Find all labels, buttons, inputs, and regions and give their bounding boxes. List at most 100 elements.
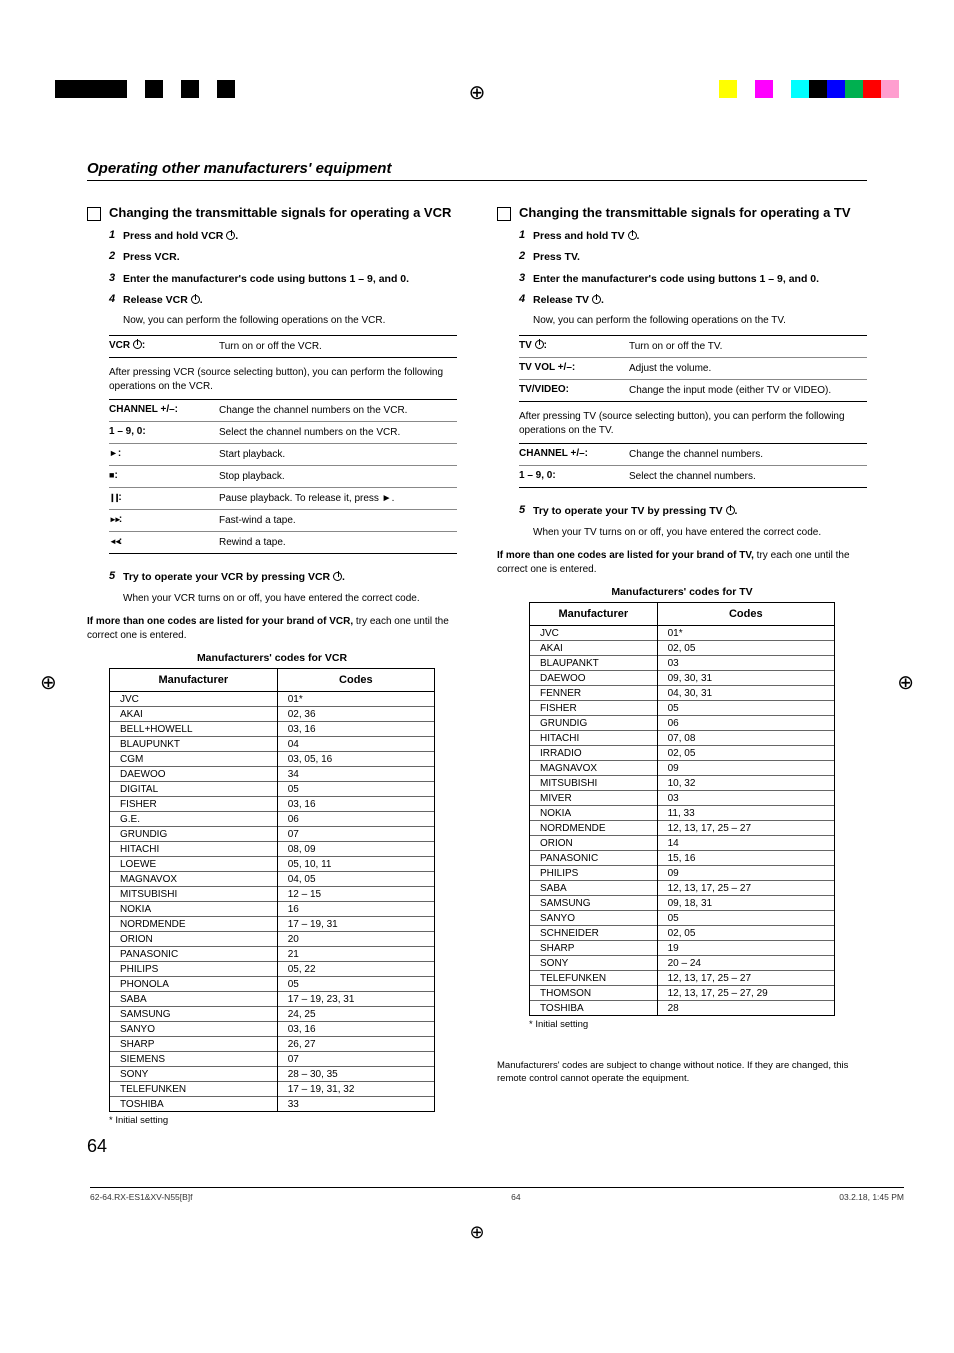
- table-row: SONY20 – 24: [530, 956, 835, 971]
- code-cell: 04: [277, 737, 434, 752]
- mfr-cell: G.E.: [110, 812, 278, 827]
- mfr-cell: PANASONIC: [110, 947, 278, 962]
- table-row: SIEMENS07: [110, 1052, 435, 1067]
- mfr-cell: NOKIA: [530, 806, 658, 821]
- power-icon: [628, 231, 637, 240]
- op-value: Start playback.: [219, 448, 285, 461]
- code-cell: 15, 16: [657, 851, 834, 866]
- code-cell: 17 – 19, 23, 31: [277, 992, 434, 1007]
- table-row: MITSUBISHI12 – 15: [110, 887, 435, 902]
- pause-icon: [109, 492, 118, 503]
- code-cell: 08, 09: [277, 842, 434, 857]
- op-value: Stop playback.: [219, 470, 285, 483]
- step-text: Enter the manufacturer's code using butt…: [533, 272, 819, 286]
- mfr-cell: MAGNAVOX: [530, 761, 658, 776]
- table-row: :Start playback.: [109, 444, 457, 466]
- table-row: BLAUPANKT03: [530, 656, 835, 671]
- vcr-primary-ops-table: VCR :Turn on or off the VCR.: [109, 335, 457, 358]
- tv-multi-note: If more than one codes are listed for yo…: [497, 549, 867, 576]
- mfr-cell: DIGITAL: [110, 782, 278, 797]
- code-cell: 02, 05: [657, 641, 834, 656]
- table-row: JVC01*: [530, 626, 835, 641]
- table-row: :Fast-wind a tape.: [109, 510, 457, 532]
- mfr-cell: BLAUPUNKT: [110, 737, 278, 752]
- code-cell: 10, 32: [657, 776, 834, 791]
- table-row: NOKIA11, 33: [530, 806, 835, 821]
- code-cell: 09, 18, 31: [657, 896, 834, 911]
- table-row: MITSUBISHI10, 32: [530, 776, 835, 791]
- op-value: Rewind a tape.: [219, 536, 286, 549]
- op-key: :: [109, 492, 219, 505]
- tv-secondary-ops-table: CHANNEL +/–:Change the channel numbers.1…: [519, 443, 867, 488]
- table-row: CGM03, 05, 16: [110, 752, 435, 767]
- step-text: Try to operate your VCR by pressing VCR …: [123, 571, 345, 583]
- mfr-cell: JVC: [110, 692, 278, 707]
- table-row: AKAI02, 36: [110, 707, 435, 722]
- mfr-cell: FISHER: [110, 797, 278, 812]
- vcr-after-press-note: After pressing VCR (source selecting but…: [109, 366, 457, 393]
- table-row: SONY28 – 30, 35: [110, 1067, 435, 1082]
- code-cell: 28 – 30, 35: [277, 1067, 434, 1082]
- table-row: IRRADIO02, 05: [530, 746, 835, 761]
- footer-date: 03.2.18, 1:45 PM: [839, 1192, 904, 1202]
- tv-section: Changing the transmittable signals for o…: [497, 205, 867, 1157]
- table-row: NORDMENDE17 – 19, 31: [110, 917, 435, 932]
- code-cell: 09: [657, 761, 834, 776]
- table-row: NORDMENDE12, 13, 17, 25 – 27: [530, 821, 835, 836]
- mfr-cell: AKAI: [110, 707, 278, 722]
- table-row: SANYO03, 16: [110, 1022, 435, 1037]
- center-registration-icon: ⊕: [469, 80, 486, 105]
- code-cell: 03, 16: [277, 722, 434, 737]
- code-cell: 21: [277, 947, 434, 962]
- code-cell: 12 – 15: [277, 887, 434, 902]
- mfr-cell: FISHER: [530, 701, 658, 716]
- footer-metadata: 62-64.RX-ES1&XV-N55[B]f 64 03.2.18, 1:45…: [90, 1187, 904, 1202]
- table-row: MAGNAVOX09: [530, 761, 835, 776]
- table-row: SHARP19: [530, 941, 835, 956]
- op-key: :: [109, 448, 219, 461]
- code-cell: 26, 27: [277, 1037, 434, 1052]
- table-row: NOKIA16: [110, 902, 435, 917]
- code-cell: 04, 30, 31: [657, 686, 834, 701]
- vcr-secondary-ops-table: CHANNEL +/–:Change the channel numbers o…: [109, 399, 457, 554]
- op-value: Select the channel numbers.: [629, 470, 756, 483]
- table-row: TV VOL +/–:Adjust the volume.: [519, 358, 867, 380]
- table-row: HITACHI08, 09: [110, 842, 435, 857]
- mfr-cell: MIVER: [530, 791, 658, 806]
- table-row: BLAUPUNKT04: [110, 737, 435, 752]
- table-row: FISHER03, 16: [110, 797, 435, 812]
- code-cell: 02, 36: [277, 707, 434, 722]
- table-row: THOMSON12, 13, 17, 25 – 27, 29: [530, 986, 835, 1001]
- table-header: Manufacturer: [530, 603, 658, 626]
- step-item: 3Enter the manufacturer's code using but…: [109, 272, 457, 286]
- table-row: VCR :Turn on or off the VCR.: [109, 336, 457, 357]
- code-cell: 34: [277, 767, 434, 782]
- code-cell: 03: [657, 656, 834, 671]
- op-value: Fast-wind a tape.: [219, 514, 296, 527]
- tv-after-press-note: After pressing TV (source selecting butt…: [519, 410, 867, 437]
- vcr-section-title: Changing the transmittable signals for o…: [109, 205, 451, 221]
- table-row: PHILIPS09: [530, 866, 835, 881]
- mfr-cell: SHARP: [110, 1037, 278, 1052]
- step-number: 5: [519, 504, 533, 518]
- code-cell: 03, 16: [277, 1022, 434, 1037]
- tv-code-table: Manufacturer Codes JVC01*AKAI02, 05BLAUP…: [529, 602, 835, 1016]
- code-cell: 20 – 24: [657, 956, 834, 971]
- code-cell: 12, 13, 17, 25 – 27: [657, 971, 834, 986]
- op-key: TV/VIDEO:: [519, 384, 629, 397]
- mfr-cell: PHILIPS: [530, 866, 658, 881]
- op-key: 1 – 9, 0:: [109, 426, 219, 439]
- power-icon: [226, 231, 235, 240]
- mfr-cell: JVC: [530, 626, 658, 641]
- code-cell: 05: [657, 911, 834, 926]
- step-number: 5: [109, 570, 123, 584]
- fast-forward-icon: [109, 514, 119, 525]
- table-row: GRUNDIG07: [110, 827, 435, 842]
- mfr-cell: HITACHI: [530, 731, 658, 746]
- vcr-after-release-note: Now, you can perform the following opera…: [123, 314, 457, 328]
- code-cell: 11, 33: [657, 806, 834, 821]
- power-icon: [333, 572, 342, 581]
- code-cell: 12, 13, 17, 25 – 27: [657, 821, 834, 836]
- table-header: Manufacturer: [110, 669, 278, 692]
- mfr-cell: ORION: [110, 932, 278, 947]
